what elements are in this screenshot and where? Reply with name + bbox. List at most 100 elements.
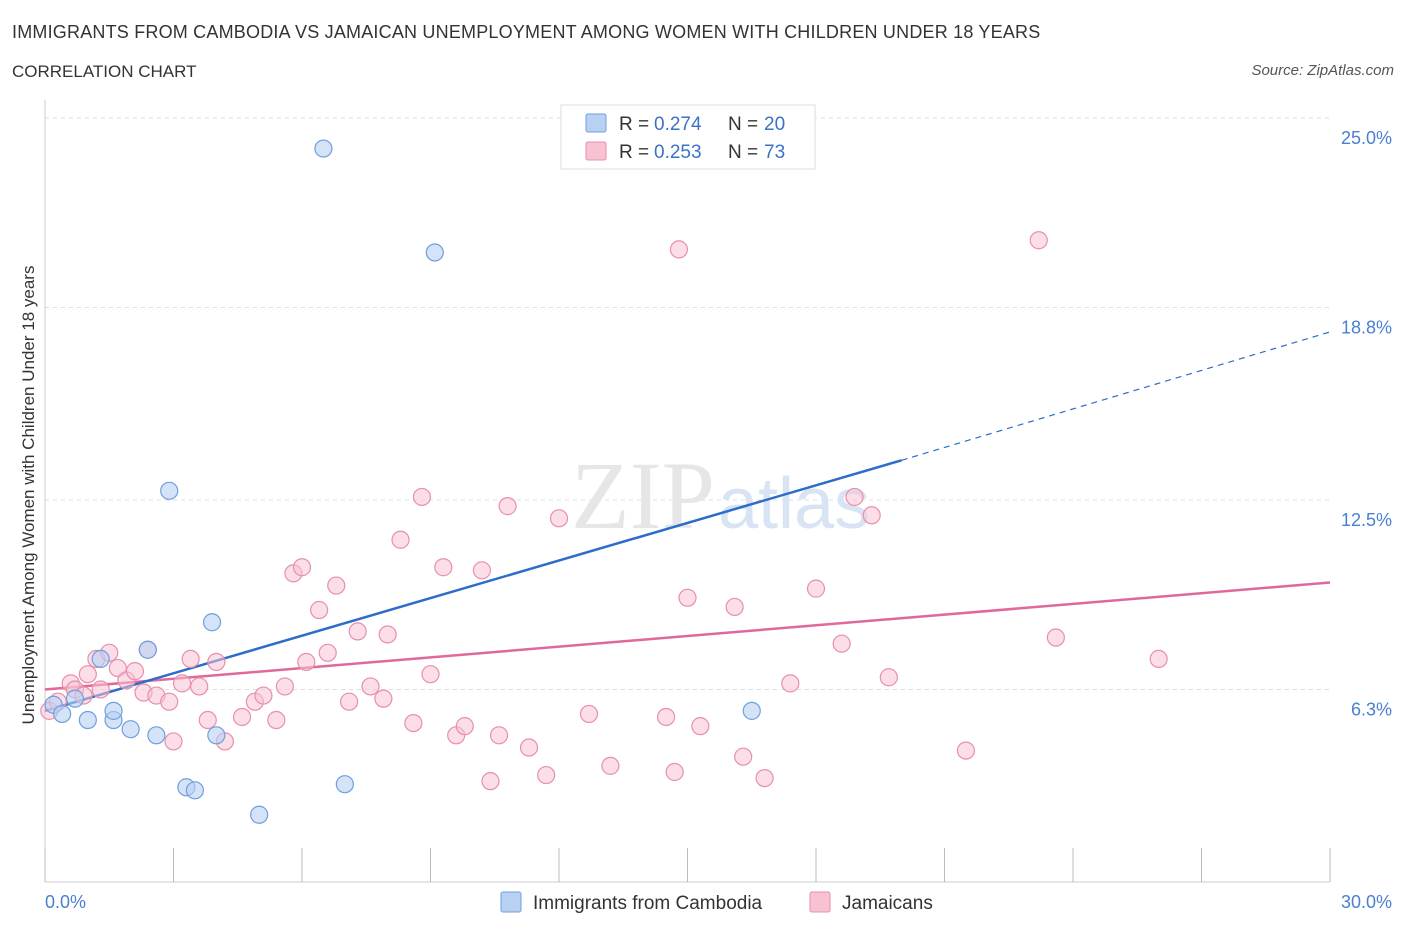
jamaica-point: [297, 652, 316, 672]
jamaica-point: [207, 652, 226, 672]
cambodia-point: [742, 701, 761, 720]
x-tick-label: 30.0%: [1341, 892, 1392, 912]
jamaica-point: [472, 561, 491, 580]
jamaica-point: [172, 674, 192, 693]
jamaica-point: [1149, 649, 1168, 669]
legend-r-label-cambodia: R =: [619, 114, 649, 135]
jamaica-point: [232, 707, 252, 727]
jamaica-point: [725, 597, 744, 617]
jamaica-point: [781, 674, 800, 693]
jamaica-point: [254, 686, 273, 705]
jamaica-point: [665, 762, 684, 782]
cambodia-trend-extension: [901, 331, 1331, 461]
jamaica-point: [879, 668, 898, 687]
jamaica-point: [91, 680, 110, 699]
cambodia-point: [91, 649, 110, 669]
jamaica-point: [412, 487, 432, 507]
legend-r-value-cambodia: 0.274: [654, 114, 702, 135]
jamaica-point: [310, 600, 329, 620]
jamaica-point: [190, 677, 209, 696]
cambodia-point: [185, 781, 205, 800]
cambodia-point: [53, 704, 72, 724]
jamaica-point: [678, 588, 697, 607]
jamaica-point: [1029, 231, 1048, 250]
jamaica-point: [579, 704, 599, 724]
jamaica-point: [318, 643, 337, 662]
jamaica-point: [755, 768, 774, 788]
watermark-zip: ZIP: [571, 442, 715, 549]
top-legend: R = 0.274 N = 20 R = 0.253 N = 73: [560, 104, 816, 170]
y-tick-label: 18.8%: [1341, 317, 1392, 337]
jamaica-point: [601, 756, 620, 775]
jamaica-point: [845, 487, 864, 507]
x-tick-label: 0.0%: [45, 892, 86, 912]
cambodia-point: [78, 710, 97, 730]
cambodia-trend-line: [44, 459, 903, 713]
cambodia-point: [160, 481, 179, 500]
jamaica-trend-line: [44, 581, 1331, 691]
bottom-legend-swatch-cambodia: [500, 891, 522, 913]
legend-r-label-jamaica: R =: [619, 142, 649, 163]
jamaica-point: [275, 677, 294, 696]
cambodia-point: [207, 726, 226, 745]
legend-n-label-jamaica: N =: [728, 142, 758, 163]
jamaica-point: [78, 665, 97, 684]
jamaica-point: [862, 506, 881, 525]
jamaica-point: [549, 509, 569, 528]
legend-swatch-cambodia: [585, 113, 607, 133]
jamaica-point: [806, 579, 826, 598]
jamaica-point: [691, 717, 710, 736]
cambodia-point: [202, 613, 222, 632]
cambodia-point: [147, 726, 166, 745]
cambodia-point: [314, 139, 333, 158]
y-axis-label: Unemployment Among Women with Children U…: [19, 266, 38, 725]
jamaica-point: [164, 732, 183, 751]
bottom-legend: Immigrants from Cambodia Jamaicans: [500, 891, 933, 914]
jamaica-point: [455, 717, 474, 736]
legend-r-value-jamaica: 0.253: [654, 142, 702, 163]
bottom-legend-swatch-jamaica: [809, 891, 831, 913]
jamaica-point: [1046, 628, 1065, 647]
jamaica-point: [292, 558, 312, 577]
jamaica-point: [434, 558, 453, 577]
source-label: Source: ZipAtlas.com: [1251, 62, 1394, 79]
jamaica-point: [374, 689, 393, 708]
cambodia-point: [335, 775, 354, 794]
jamaica-point: [404, 713, 423, 733]
legend-n-value-cambodia: 20: [764, 114, 785, 135]
jamaica-point: [656, 707, 676, 727]
jamaica-point: [361, 677, 380, 696]
jamaica-point: [832, 634, 851, 653]
jamaica-point: [125, 662, 145, 681]
jamaica-point: [519, 738, 539, 757]
cambodia-points: [44, 139, 761, 824]
jamaica-point: [327, 576, 346, 595]
jamaica-point: [537, 765, 556, 785]
jamaica-point: [391, 530, 410, 549]
chart-subtitle: CORRELATION CHART: [12, 62, 197, 81]
cambodia-point: [425, 243, 444, 262]
cambodia-point: [104, 701, 123, 720]
jamaica-point: [160, 692, 179, 711]
jamaica-point: [481, 772, 500, 791]
jamaica-point: [498, 497, 517, 516]
bottom-legend-label-jamaica: Jamaicans: [842, 893, 933, 914]
y-tick-label: 12.5%: [1341, 510, 1392, 530]
legend-swatch-jamaica: [585, 141, 607, 161]
tick-labels: 6.3% 12.5% 18.8% 25.0% 0.0% 30.0%: [45, 128, 1392, 912]
jamaica-point: [734, 747, 753, 766]
jamaica-point: [669, 240, 689, 259]
jamaica-point: [956, 741, 976, 760]
legend-n-value-jamaica: 73: [764, 142, 785, 163]
cambodia-point: [250, 805, 269, 824]
jamaica-point: [378, 625, 397, 644]
legend-n-label-cambodia: N =: [728, 114, 758, 135]
bottom-legend-label-cambodia: Immigrants from Cambodia: [533, 893, 763, 914]
cambodia-point: [121, 720, 140, 739]
jamaica-point: [421, 665, 440, 684]
jamaica-point: [489, 726, 509, 745]
y-tick-label: 25.0%: [1341, 128, 1392, 148]
y-tick-label: 6.3%: [1351, 699, 1392, 719]
jamaica-point: [267, 710, 286, 730]
